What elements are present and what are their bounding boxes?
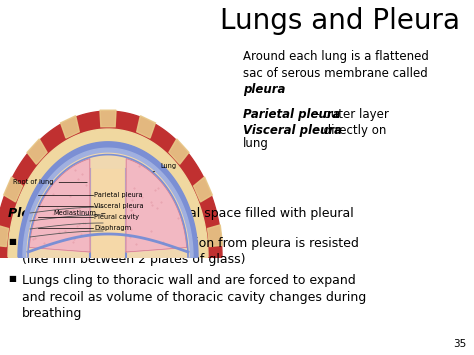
Text: Parietal pleura: Parietal pleura (243, 108, 340, 121)
Text: ■: ■ (8, 274, 16, 283)
Text: Lungs and Pleura: Lungs and Pleura (220, 7, 460, 35)
Text: Parietal pleura: Parietal pleura (94, 192, 143, 198)
Text: fluid: fluid (28, 221, 55, 234)
Text: ■: ■ (8, 237, 16, 246)
Text: Visceral pleura: Visceral pleura (243, 124, 342, 137)
Polygon shape (137, 116, 155, 138)
Text: – outer layer: – outer layer (314, 108, 389, 121)
Text: Around each lung is a flattened
sac of serous membrane called: Around each lung is a flattened sac of s… (243, 50, 429, 80)
Polygon shape (100, 110, 116, 127)
Text: Mediastinum: Mediastinum (53, 211, 105, 217)
Polygon shape (27, 153, 189, 257)
Polygon shape (126, 159, 187, 252)
Text: Lung: Lung (153, 163, 176, 172)
Polygon shape (8, 129, 208, 257)
Polygon shape (169, 139, 189, 164)
Text: Lungs can slide but separation from pleura is resisted
(like film between 2 plat: Lungs can slide but separation from pleu… (22, 237, 359, 267)
Polygon shape (208, 225, 223, 247)
Text: lung: lung (243, 137, 269, 150)
Text: 35: 35 (453, 339, 466, 349)
Polygon shape (29, 159, 90, 252)
Polygon shape (18, 142, 198, 257)
Text: Lungs cling to thoracic wall and are forced to expand
and recoil as volume of th: Lungs cling to thoracic wall and are for… (22, 274, 366, 320)
Polygon shape (27, 139, 47, 164)
Text: – directly on: – directly on (314, 124, 386, 137)
Polygon shape (61, 116, 79, 138)
Polygon shape (4, 177, 22, 202)
Text: Diaphragm: Diaphragm (94, 225, 131, 231)
Text: – slit-like potential space filled with pleural: – slit-like potential space filled with … (86, 207, 354, 220)
Text: Pleural cavity: Pleural cavity (8, 207, 104, 220)
Polygon shape (0, 111, 222, 257)
Text: Pleural cavity: Pleural cavity (94, 214, 139, 220)
Text: pleura: pleura (243, 83, 285, 96)
Polygon shape (0, 225, 9, 247)
Polygon shape (193, 177, 212, 202)
Polygon shape (90, 169, 126, 257)
Polygon shape (23, 148, 193, 257)
Text: Visceral pleura: Visceral pleura (94, 203, 144, 209)
Text: Root of lung: Root of lung (13, 179, 87, 185)
